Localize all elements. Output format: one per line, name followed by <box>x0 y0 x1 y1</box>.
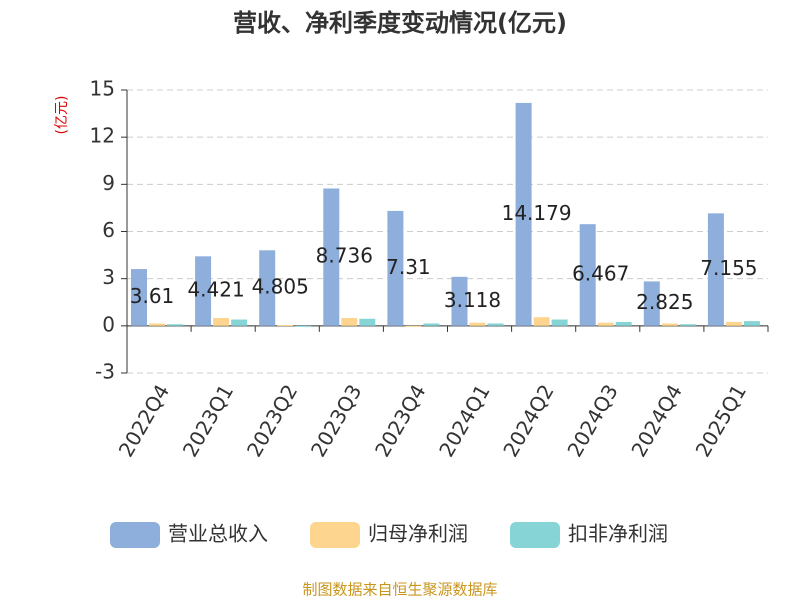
legend-swatch <box>510 522 560 548</box>
data-label: 6.467 <box>572 261 629 285</box>
x-tick-label: 2023Q2 <box>242 380 302 461</box>
bar <box>195 256 212 326</box>
legend-label: 营业总收入 <box>168 522 268 546</box>
data-label: 7.155 <box>700 256 757 280</box>
bar <box>167 324 183 326</box>
bar <box>725 321 742 326</box>
data-label: 2.825 <box>636 290 693 314</box>
x-tick-label: 2023Q4 <box>370 380 430 461</box>
bar <box>213 317 230 326</box>
x-tick-label: 2024Q4 <box>626 380 686 461</box>
data-label: 3.61 <box>130 284 175 308</box>
legend-swatch <box>310 522 360 548</box>
x-tick-label: 2023Q3 <box>306 380 366 461</box>
bar <box>359 318 376 326</box>
y-tick-label: 0 <box>102 312 115 336</box>
bar <box>661 323 678 326</box>
bar <box>469 322 486 326</box>
x-tick-label: 2024Q3 <box>562 380 622 461</box>
y-tick-label: 6 <box>102 218 115 242</box>
bar <box>231 319 248 326</box>
y-tick-label: 15 <box>90 77 115 101</box>
bar <box>323 188 340 326</box>
bar <box>615 321 632 326</box>
bar <box>387 210 404 326</box>
x-tick-label: 2023Q1 <box>178 380 238 461</box>
bar <box>451 276 468 326</box>
y-tick-label: 3 <box>102 265 115 289</box>
bar <box>579 224 596 326</box>
legend-label: 归母净利润 <box>368 522 468 546</box>
legend-label: 扣非净利润 <box>568 522 668 546</box>
data-label: 4.805 <box>252 275 309 299</box>
bar <box>487 323 504 326</box>
bar <box>743 321 760 326</box>
bar <box>259 250 276 326</box>
bar <box>341 317 358 326</box>
x-tick-label: 2024Q1 <box>434 380 494 461</box>
bar <box>597 322 614 326</box>
chart-title: 营收、净利季度变动情况(亿元) <box>233 9 567 37</box>
y-axis-label: (亿元) <box>54 96 70 135</box>
source-note: 制图数据来自恒生聚源数据库 <box>302 581 497 599</box>
legend-swatch <box>110 522 160 548</box>
bar <box>149 323 165 326</box>
bar <box>405 325 422 327</box>
bar <box>643 281 660 326</box>
data-label: 4.421 <box>187 278 244 302</box>
bar <box>295 325 312 327</box>
x-tick-label: 2024Q2 <box>498 380 558 461</box>
y-tick-label: 12 <box>90 124 115 148</box>
data-label: 3.118 <box>444 288 501 312</box>
data-label: 8.736 <box>316 244 373 268</box>
data-label: 14.179 <box>502 201 572 225</box>
x-tick-label: 2025Q1 <box>691 380 751 461</box>
bar <box>515 102 532 326</box>
bar <box>679 324 696 326</box>
y-tick-label: -3 <box>95 360 115 384</box>
bar <box>277 325 294 327</box>
bar <box>707 213 724 326</box>
bar <box>131 269 147 326</box>
data-label: 7.31 <box>386 255 431 279</box>
bar <box>551 319 568 326</box>
bar <box>423 323 440 326</box>
bar <box>533 317 550 326</box>
y-tick-label: 9 <box>102 171 115 195</box>
x-tick-label: 2022Q4 <box>114 380 174 461</box>
